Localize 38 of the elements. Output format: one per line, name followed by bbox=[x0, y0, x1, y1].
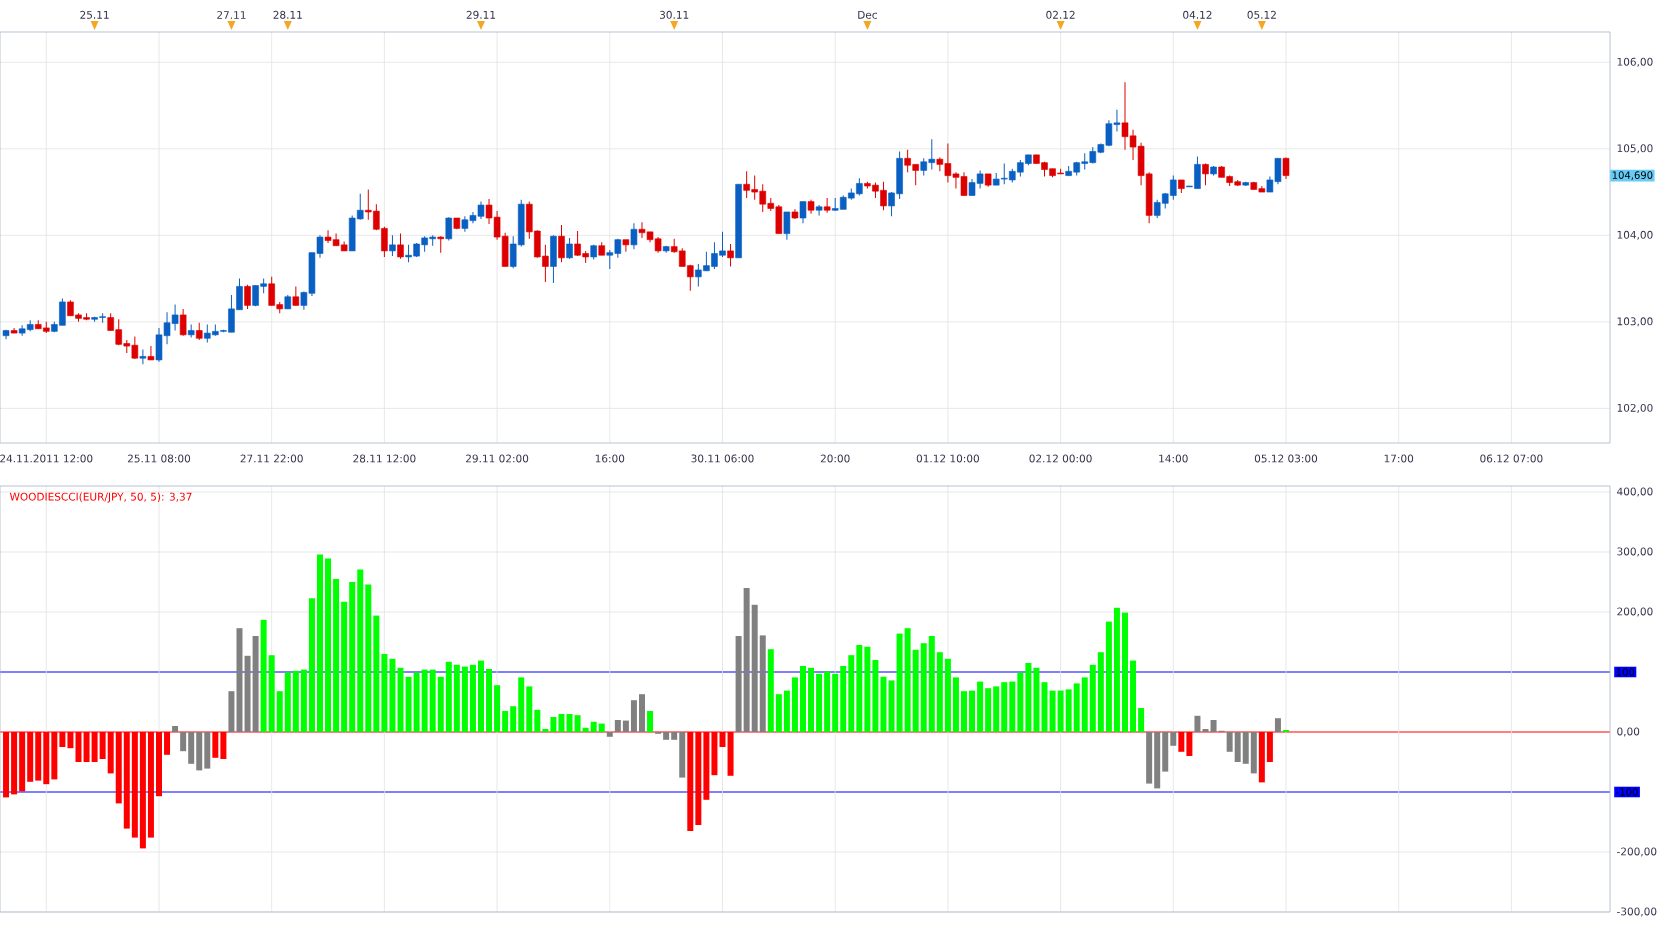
y-tick-label: 103,00 bbox=[1617, 317, 1653, 327]
text: 04.12 bbox=[1183, 10, 1212, 19]
x-tick-label: 17:00 bbox=[1384, 454, 1414, 463]
x-tick-label: 06.12 07:00 bbox=[1480, 454, 1543, 463]
y-tick-label: 200,00 bbox=[1617, 607, 1653, 617]
y-tick-label: -300,00 bbox=[1617, 907, 1657, 917]
text: 28.11 bbox=[273, 10, 302, 19]
y-tick-label: 400,00 bbox=[1617, 487, 1653, 497]
x-tick-label: 27.11 22:00 bbox=[240, 454, 303, 463]
y-tick-label: 105,00 bbox=[1617, 144, 1653, 154]
text: 104,690 bbox=[1612, 171, 1653, 180]
y-tick-label: 104,00 bbox=[1617, 230, 1653, 240]
text: 30.11 bbox=[659, 10, 689, 19]
y-tick-label: 102,00 bbox=[1617, 403, 1653, 413]
x-tick-label: 14:00 bbox=[1159, 454, 1188, 463]
ref-line-label: 100 bbox=[1616, 668, 1635, 676]
y-tick-label: 300,00 bbox=[1617, 547, 1653, 557]
x-tick-label: 16:00 bbox=[595, 454, 625, 463]
x-tick-label: 02.12 00:00 bbox=[1029, 454, 1092, 463]
text: WOODIESCCI(EUR/JPY, 50, 5): 3,37 bbox=[9, 492, 192, 503]
text: 29.11 bbox=[466, 10, 496, 19]
x-tick-label: 28.11 12:00 bbox=[353, 454, 416, 463]
x-tick-label: 24.11.2011 12:00 bbox=[0, 454, 93, 463]
x-tick-label: 29.11 02:00 bbox=[466, 454, 529, 463]
y-tick-label: 0,00 bbox=[1617, 727, 1640, 737]
x-tick-label: 25.11 08:00 bbox=[127, 454, 191, 463]
x-tick-label: 30.11 06:00 bbox=[691, 454, 754, 463]
text: 02.12 bbox=[1046, 10, 1075, 19]
x-tick-label: 20:00 bbox=[820, 454, 850, 463]
ref-line-label: -100 bbox=[1616, 788, 1638, 796]
y-tick-label: -200,00 bbox=[1617, 847, 1657, 857]
text: Dec bbox=[858, 10, 877, 19]
y-tick-label: 106,00 bbox=[1617, 57, 1653, 67]
text: 27.11 bbox=[217, 10, 246, 19]
x-tick-label: 05.12 03:00 bbox=[1254, 454, 1318, 463]
text: 05.12 bbox=[1247, 10, 1276, 19]
text: 25.11 bbox=[80, 10, 109, 19]
x-tick-label: 01.12 10:00 bbox=[916, 454, 979, 463]
